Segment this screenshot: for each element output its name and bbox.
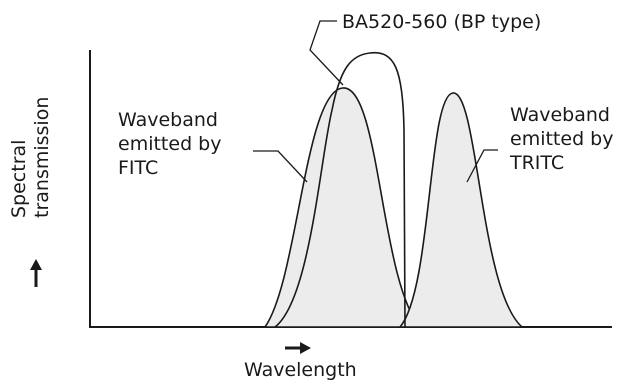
y-axis-label: Spectral transmission — [8, 97, 54, 218]
filter-label: BA520-560 (BP type) — [342, 11, 542, 33]
y-axis-label-line1: Spectral — [8, 139, 30, 218]
fitc-label-line1: Waveband — [118, 109, 218, 131]
tritc-leader-line — [466, 149, 498, 183]
x-axis-label: Wavelength — [244, 359, 357, 381]
tritc-label-line1: Waveband — [510, 104, 610, 126]
fitc-leader-line — [253, 150, 308, 183]
tritc-emission-curve — [398, 92, 525, 328]
right-arrow-icon — [285, 342, 311, 354]
y-axis-label-line2: transmission — [31, 96, 53, 218]
fitc-label: Waveband emitted by FITC — [118, 108, 221, 180]
tritc-label-line3: TRITC — [510, 152, 565, 174]
up-arrow-icon — [30, 259, 42, 287]
bandpass-filter-curve — [274, 51, 406, 328]
tritc-label-line2: emitted by — [510, 128, 614, 150]
fitc-label-line2: emitted by — [118, 133, 222, 155]
fitc-label-line3: FITC — [118, 157, 159, 179]
filter-leader-line — [309, 20, 344, 86]
fitc-emission-curve — [263, 87, 422, 328]
tritc-label: Waveband emitted by TRITC — [510, 103, 613, 175]
